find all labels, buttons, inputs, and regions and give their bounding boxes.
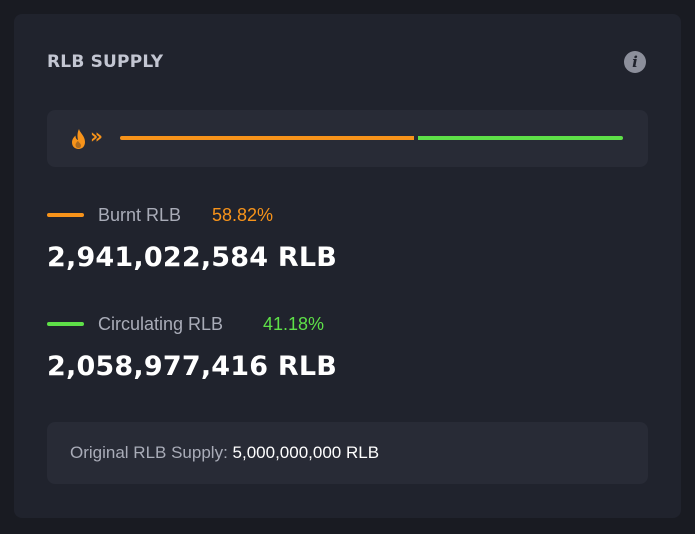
info-icon[interactable]: i	[624, 51, 646, 73]
original-supply-panel: Original RLB Supply: 5,000,000,000 RLB	[47, 422, 648, 484]
burnt-segment	[120, 136, 414, 140]
burnt-percent: 58.82%	[212, 205, 274, 225]
burnt-amount: 2,941,022,584 RLB	[47, 242, 338, 273]
supply-bar-panel: »	[47, 110, 648, 167]
chevrons-right-icon: »	[90, 124, 103, 148]
original-supply-row: Original RLB Supply: 5,000,000,000 RLB	[70, 443, 379, 463]
card-title: RLB SUPPLY	[47, 52, 164, 72]
original-supply-label: Original RLB Supply:	[70, 443, 228, 462]
circulating-label: Circulating RLB	[98, 314, 224, 334]
original-supply-value: 5,000,000,000 RLB	[232, 443, 380, 462]
circulating-segment	[418, 136, 623, 140]
flame-icon	[72, 129, 85, 149]
burnt-legend-line	[47, 213, 84, 217]
circulating-legend-line	[47, 322, 84, 326]
circulating-percent: 41.18%	[263, 314, 325, 334]
circulating-amount: 2,058,977,416 RLB	[47, 351, 338, 382]
rlb-supply-card: RLB SUPPLY i » Burnt RLB 58.82% 2,941,02…	[14, 14, 681, 518]
supply-progress-track	[120, 136, 623, 140]
burnt-label: Burnt RLB	[98, 205, 182, 225]
